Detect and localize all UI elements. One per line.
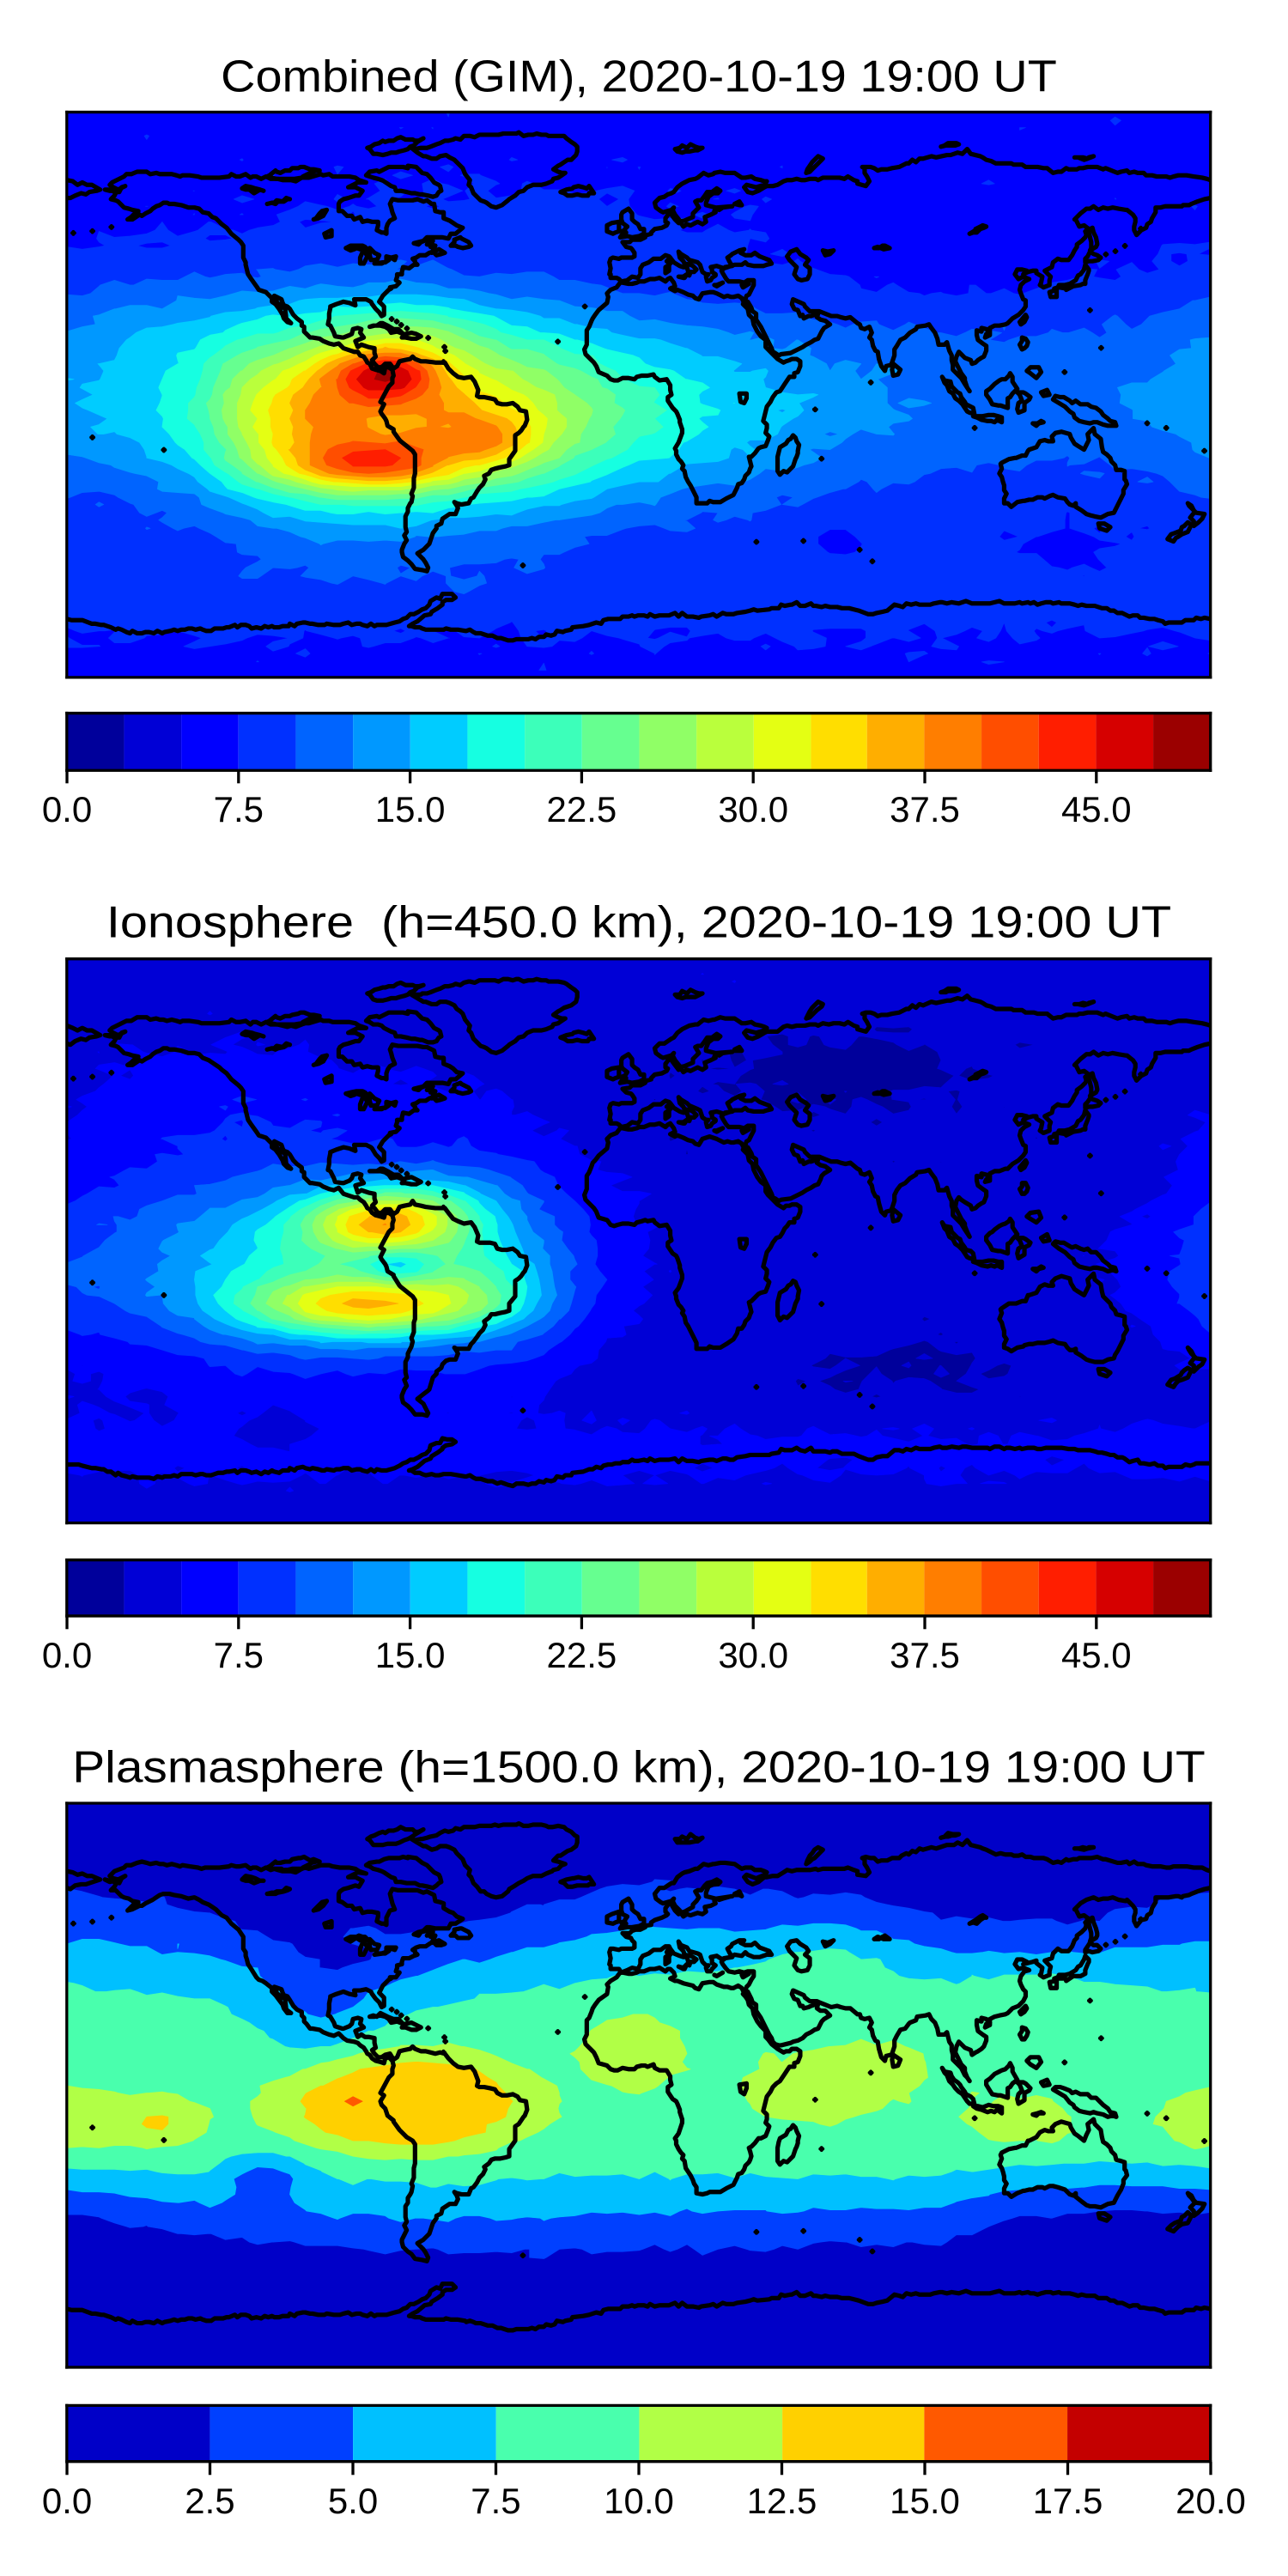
svg-text:5.0: 5.0 bbox=[328, 2481, 378, 2521]
svg-text:12.5: 12.5 bbox=[747, 2481, 817, 2521]
svg-text:17.5: 17.5 bbox=[1033, 2481, 1103, 2521]
svg-text:15.0: 15.0 bbox=[375, 1635, 446, 1675]
svg-text:15.0: 15.0 bbox=[375, 789, 446, 829]
svg-text:45.0: 45.0 bbox=[1061, 1635, 1132, 1675]
svg-text:Combined (GIM), 2020-10-19 19:: Combined (GIM), 2020-10-19 19:00 UT bbox=[221, 52, 1057, 102]
svg-text:10.0: 10.0 bbox=[604, 2481, 674, 2521]
svg-text:7.5: 7.5 bbox=[471, 2481, 520, 2521]
svg-text:22.5: 22.5 bbox=[547, 1635, 617, 1675]
svg-text:0.0: 0.0 bbox=[42, 789, 92, 829]
svg-text:2.5: 2.5 bbox=[185, 2481, 234, 2521]
svg-text:22.5: 22.5 bbox=[547, 789, 617, 829]
svg-text:45.0: 45.0 bbox=[1061, 789, 1132, 829]
svg-text:20.0: 20.0 bbox=[1176, 2481, 1246, 2521]
svg-text:Ionosphere (h=450.0 km), 2020: Ionosphere (h=450.0 km), 2020-10-19 19:0… bbox=[106, 898, 1171, 948]
svg-text:37.5: 37.5 bbox=[890, 1635, 960, 1675]
svg-text:Plasmasphere (h=1500.0 km), 20: Plasmasphere (h=1500.0 km), 2020-10-19 1… bbox=[72, 1743, 1205, 1793]
svg-text:0.0: 0.0 bbox=[42, 2481, 92, 2521]
svg-text:30.0: 30.0 bbox=[718, 789, 788, 829]
svg-text:7.5: 7.5 bbox=[214, 789, 264, 829]
svg-text:0.0: 0.0 bbox=[42, 1635, 92, 1675]
svg-text:7.5: 7.5 bbox=[214, 1635, 264, 1675]
svg-text:15.0: 15.0 bbox=[890, 2481, 960, 2521]
svg-text:37.5: 37.5 bbox=[890, 789, 960, 829]
svg-text:30.0: 30.0 bbox=[718, 1635, 788, 1675]
